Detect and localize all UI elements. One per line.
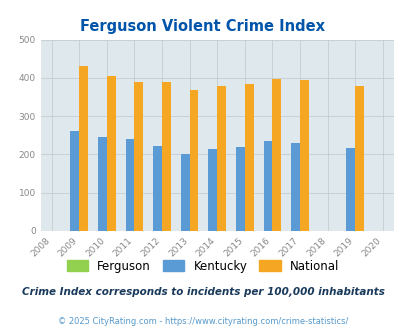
- Bar: [244, 84, 253, 231]
- Bar: [299, 80, 308, 231]
- Bar: [153, 146, 162, 231]
- Bar: [70, 131, 79, 231]
- Bar: [134, 82, 143, 231]
- Bar: [272, 79, 281, 231]
- Bar: [125, 139, 134, 231]
- Text: Crime Index corresponds to incidents per 100,000 inhabitants: Crime Index corresponds to incidents per…: [21, 287, 384, 297]
- Bar: [235, 147, 244, 231]
- Bar: [162, 82, 171, 231]
- Bar: [98, 137, 107, 231]
- Legend: Ferguson, Kentucky, National: Ferguson, Kentucky, National: [62, 255, 343, 278]
- Bar: [263, 141, 272, 231]
- Bar: [290, 143, 299, 231]
- Bar: [180, 154, 189, 231]
- Bar: [208, 149, 217, 231]
- Bar: [189, 90, 198, 231]
- Bar: [79, 66, 88, 231]
- Bar: [354, 85, 363, 231]
- Bar: [217, 86, 226, 231]
- Bar: [107, 76, 115, 231]
- Text: © 2025 CityRating.com - https://www.cityrating.com/crime-statistics/: © 2025 CityRating.com - https://www.city…: [58, 317, 347, 326]
- Text: Ferguson Violent Crime Index: Ferguson Violent Crime Index: [80, 19, 325, 34]
- Bar: [345, 148, 354, 231]
